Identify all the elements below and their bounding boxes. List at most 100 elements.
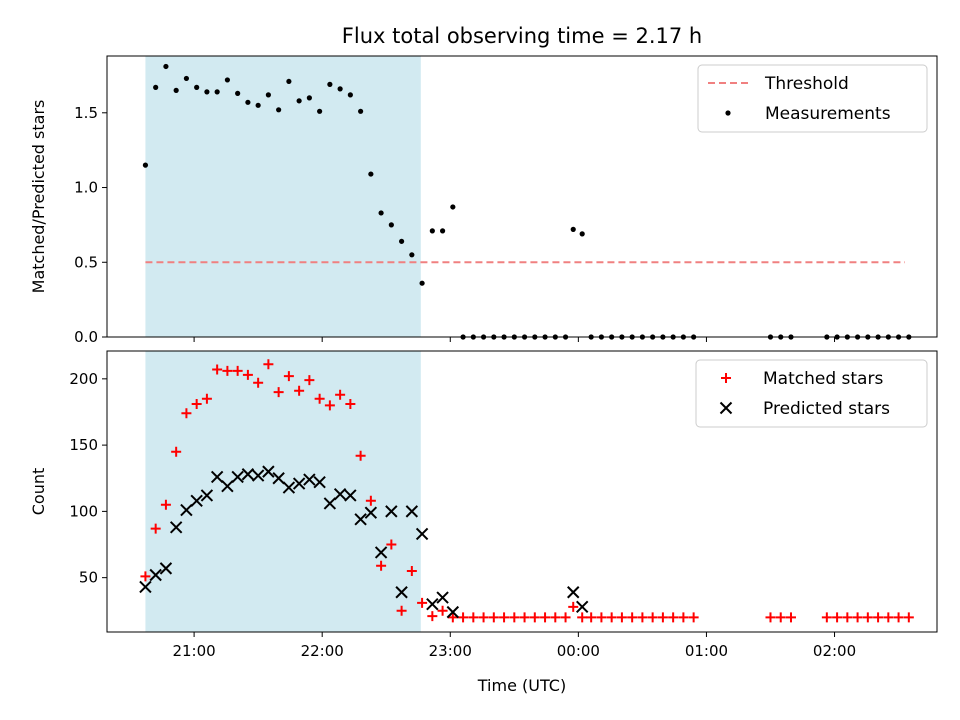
predicted-point — [385, 505, 398, 518]
matched-point — [668, 612, 679, 623]
legend-label: Measurements — [765, 104, 891, 124]
matched-point — [437, 605, 448, 616]
predicted-point — [180, 503, 193, 517]
y-tick-label: 0.0 — [74, 328, 98, 346]
matched-point — [785, 612, 796, 623]
matched-point — [140, 571, 151, 582]
predicted-point — [159, 562, 173, 575]
matched-point — [181, 408, 192, 419]
matched-point — [160, 499, 171, 510]
predicted-point — [231, 470, 244, 484]
predicted-point — [190, 494, 203, 507]
matched-point — [447, 612, 458, 623]
matched-point — [529, 612, 540, 623]
measurement-point — [368, 171, 374, 177]
matched-point — [355, 450, 366, 461]
legend: Matched stars Predicted stars — [695, 359, 928, 428]
matched-point — [376, 560, 387, 571]
x-axis-label: Time (UTC) — [477, 676, 566, 695]
matched-point — [273, 387, 284, 398]
y-tick-label: 1.5 — [74, 104, 98, 122]
matched-point — [324, 400, 335, 411]
predicted-point — [313, 476, 326, 489]
matched-point — [396, 605, 407, 616]
measurement-point — [224, 77, 231, 83]
matched-point — [842, 612, 853, 623]
matched-point — [314, 393, 325, 404]
matched-point — [499, 612, 510, 623]
measurement-point — [358, 108, 364, 114]
matched-point — [386, 539, 397, 550]
matched-point — [586, 612, 597, 623]
predicted-point — [575, 600, 589, 614]
measurement-point — [255, 102, 261, 108]
y-tick-label: 150 — [69, 436, 98, 454]
y-tick-label: 50 — [79, 569, 98, 587]
plot-frame — [106, 55, 938, 338]
matched-point — [616, 612, 627, 623]
matched-point — [304, 375, 315, 386]
matched-point — [903, 612, 914, 623]
matched-point — [519, 612, 530, 623]
measurement-point — [235, 90, 241, 96]
matched-point — [852, 612, 863, 623]
measurement-point — [306, 95, 312, 101]
predicted-point — [292, 477, 306, 490]
measurement-point — [296, 98, 302, 104]
y-tick-label: 100 — [69, 502, 98, 520]
predicted-point — [354, 513, 367, 526]
matched-point — [596, 612, 607, 623]
predicted-point — [149, 568, 162, 582]
matched-point — [263, 359, 274, 370]
matched-point — [458, 612, 469, 623]
matched-point — [335, 389, 346, 400]
matched-point — [873, 612, 884, 623]
predicted-point — [262, 465, 275, 478]
matched-point — [688, 612, 699, 623]
measurement-point — [347, 92, 353, 98]
matched-point — [862, 612, 873, 623]
predicted-point — [210, 470, 224, 484]
y-axis-label: Matched/Predicted stars — [29, 100, 48, 294]
measurement-point — [286, 78, 292, 85]
measurement-point — [194, 84, 200, 90]
matched-point — [191, 399, 202, 410]
matched-point — [577, 612, 588, 623]
y-axis-label: Count — [29, 468, 48, 516]
measurement-point — [570, 226, 576, 232]
measurement-point — [214, 89, 220, 95]
measurement-point — [337, 86, 343, 92]
measurement-point — [450, 204, 456, 210]
matched-point — [488, 612, 499, 623]
predicted-point — [446, 605, 460, 619]
matched-point — [678, 612, 689, 623]
legend-label: Threshold — [764, 74, 849, 94]
predicted-point — [405, 505, 419, 518]
predicted-point — [139, 580, 152, 594]
predicted-point — [436, 591, 449, 604]
matched-point — [478, 612, 489, 623]
measurement-point — [153, 84, 159, 90]
measurement-point — [439, 228, 446, 234]
predicted-point — [241, 468, 255, 481]
matched-point — [560, 612, 571, 623]
matched-point — [468, 612, 479, 623]
matched-point — [568, 601, 579, 612]
matched-point — [832, 612, 843, 623]
matched-point — [171, 446, 182, 457]
y-tick-label: 0.5 — [74, 253, 98, 271]
matched-point — [509, 612, 520, 623]
matched-point — [883, 612, 894, 623]
matched-point — [427, 611, 438, 622]
matched-point — [627, 612, 638, 623]
plot-frame — [106, 350, 938, 633]
matched-point — [283, 371, 294, 382]
y-tick-label: 1.0 — [74, 179, 98, 197]
x-tick-label: 22:00 — [301, 642, 344, 660]
predicted-point — [364, 506, 378, 519]
matched-point — [150, 523, 161, 534]
measurement-point — [173, 87, 179, 93]
predicted-point — [333, 487, 347, 501]
matched-point — [657, 612, 668, 623]
